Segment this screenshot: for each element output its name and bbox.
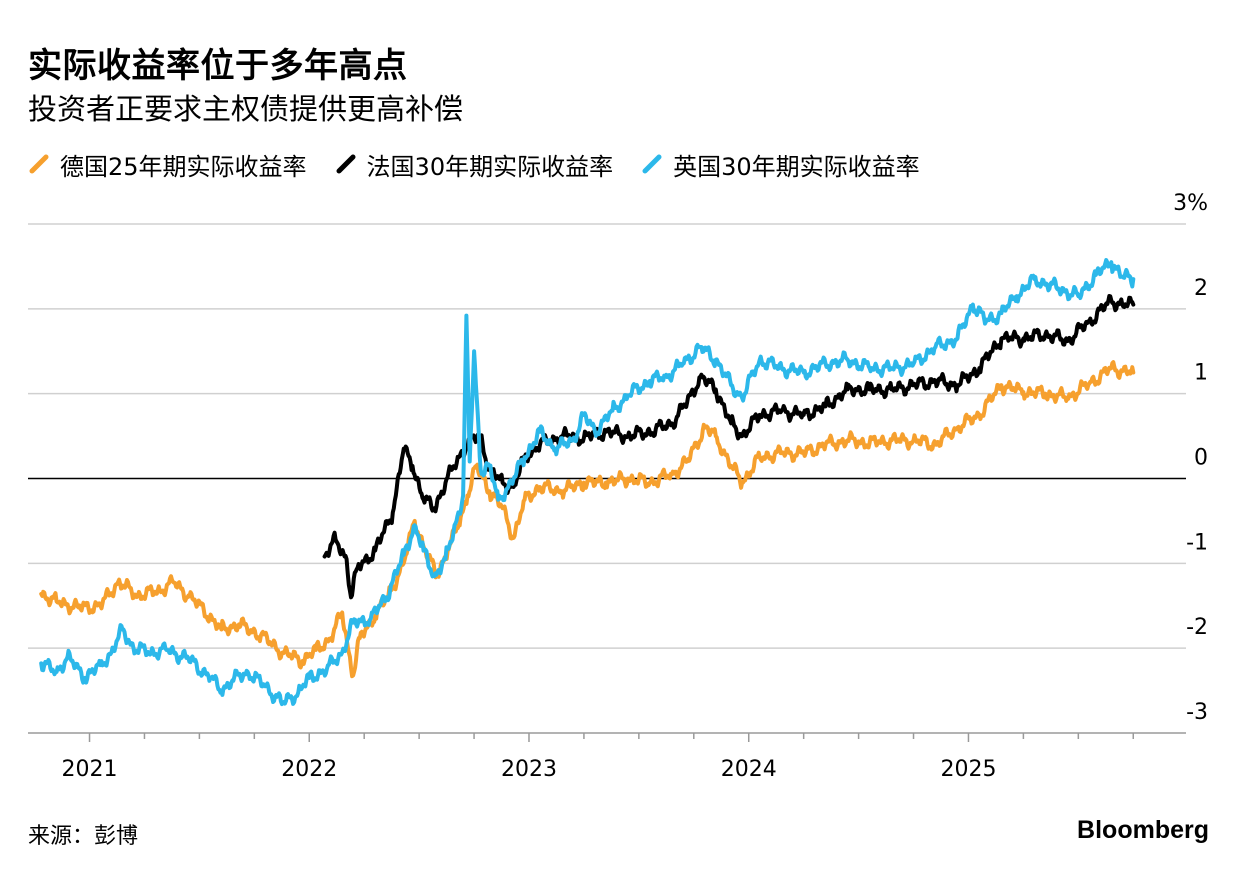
legend-item-france: 法国30年期实际收益率 [335,147,614,182]
x-tick-label: 2021 [62,757,118,782]
uk-real-yield-line [39,258,1136,707]
x-tick-label: 2023 [501,757,557,782]
y-tick-label: 2 [1194,276,1208,301]
germany-real-yield-line [39,360,1136,679]
france-real-yield-line [322,294,1136,600]
legend-swatch-uk [642,154,662,174]
y-tick-label: -1 [1186,530,1208,555]
legend-swatch-france [336,154,356,174]
y-tick-label: 1 [1194,361,1208,386]
legend-label-uk: 英国30年期实际收益率 [673,152,920,181]
chart-subtitle: 投资者正要求主权债提供更高补偿 [28,92,464,126]
legend-item-uk: 英国30年期实际收益率 [641,147,920,182]
legend-label-germany: 德国25年期实际收益率 [60,152,307,181]
legend: 德国25年期实际收益率 法国30年期实际收益率 英国30年期实际收益率 [28,146,948,182]
legend-label-france: 法国30年期实际收益率 [366,152,614,181]
y-tick-label: 3% [1173,191,1208,216]
legend-swatch-germany [29,154,49,174]
x-tick-label: 2025 [940,757,996,782]
y-tick-label: -2 [1186,615,1208,640]
legend-item-germany: 德国25年期实际收益率 [28,147,307,182]
chart-title: 实际收益率位于多年高点 [28,46,408,86]
x-tick-label: 2024 [721,757,777,782]
source-note: 来源：彭博 [28,824,139,849]
brand-logo: Bloomberg [1077,816,1209,844]
y-tick-label: 0 [1194,446,1208,471]
x-tick-label: 2022 [281,757,337,782]
y-tick-label: -3 [1186,700,1208,725]
